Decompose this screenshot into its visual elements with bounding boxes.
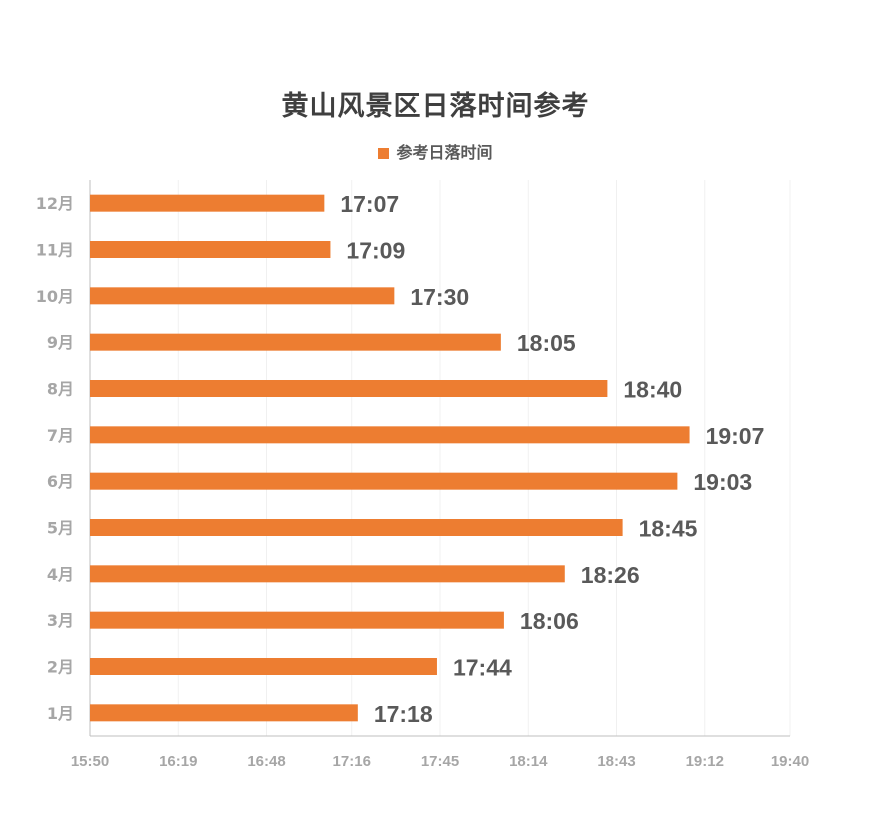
y-tick-label: 7月: [47, 426, 74, 445]
data-label: 17:30: [410, 284, 469, 310]
x-tick-label: 18:14: [509, 753, 548, 770]
x-tick-label: 19:40: [771, 753, 809, 770]
data-label: 17:44: [453, 655, 512, 681]
data-label: 17:07: [340, 191, 399, 217]
bar: [90, 333, 501, 351]
data-label: 17:18: [374, 701, 433, 727]
y-tick-label: 5月: [47, 519, 74, 538]
y-tick-label: 11月: [36, 241, 74, 260]
x-tick-label: 16:48: [247, 753, 285, 770]
chart-title: 黄山风景区日落时间参考: [281, 91, 590, 122]
y-tick-label: 6月: [47, 472, 74, 491]
data-label: 18:05: [517, 330, 576, 356]
bar: [90, 380, 608, 397]
bar: [90, 194, 325, 212]
x-tick-label: 15:50: [71, 753, 109, 770]
x-tick-label: 19:12: [686, 753, 724, 770]
y-tick-label: 9月: [47, 333, 74, 352]
data-label: 19:03: [693, 469, 752, 495]
data-label: 18:26: [581, 562, 640, 588]
y-tick-label: 12月: [36, 194, 74, 213]
bar: [90, 658, 437, 675]
x-tick-label: 16:19: [159, 753, 197, 770]
bar: [90, 611, 504, 629]
x-tick-label: 17:16: [333, 753, 371, 770]
y-tick-label: 3月: [47, 611, 74, 630]
data-label: 17:09: [346, 238, 405, 264]
bar: [90, 241, 331, 258]
y-tick-label: 4月: [47, 565, 74, 584]
data-label: 18:40: [623, 377, 682, 403]
bar: [90, 519, 623, 536]
x-tick-label: 17:45: [421, 753, 459, 770]
y-tick-label: 10月: [36, 287, 74, 306]
legend-label: 参考日落时间: [396, 143, 493, 162]
y-tick-label: 2月: [47, 658, 74, 677]
bar: [90, 287, 395, 305]
x-tick-label: 18:43: [597, 753, 635, 770]
y-tick-label: 1月: [47, 704, 74, 723]
bar: [90, 472, 678, 490]
data-label: 18:45: [639, 516, 698, 542]
data-label: 18:06: [520, 608, 579, 634]
legend: 参考日落时间: [0, 139, 871, 163]
bar: [90, 704, 358, 722]
bar: [90, 565, 565, 583]
legend-swatch: [378, 148, 390, 159]
data-label: 19:07: [706, 423, 765, 449]
bar: [90, 426, 690, 444]
y-tick-label: 8月: [47, 380, 74, 399]
